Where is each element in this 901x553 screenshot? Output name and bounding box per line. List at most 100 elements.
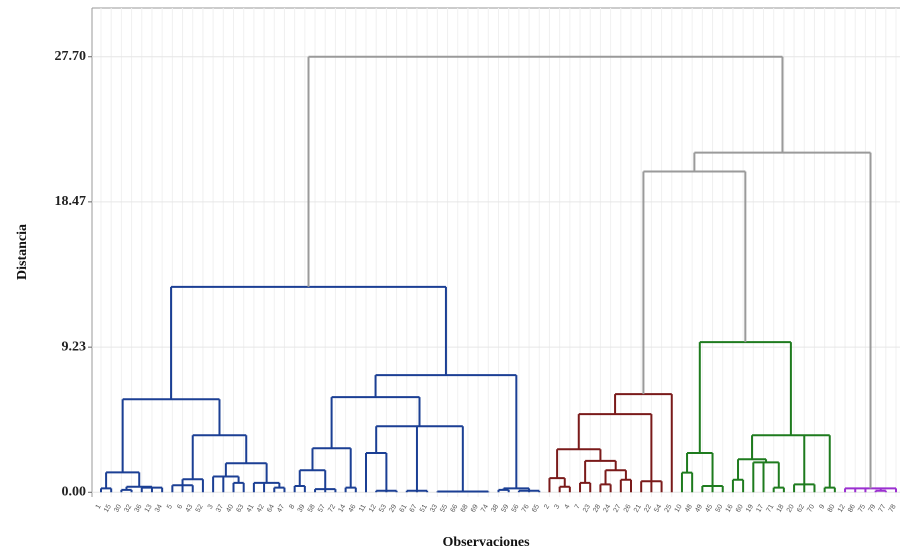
leaf-label: 8	[288, 503, 296, 510]
link	[252, 481, 281, 493]
link	[874, 489, 887, 493]
leaf-label: 69	[470, 503, 480, 513]
leaf-label: 58	[307, 503, 317, 513]
leaf-label: 41	[246, 503, 256, 513]
leaf-label: 26	[623, 503, 633, 513]
link	[693, 151, 872, 489]
leaf-label: 27	[613, 503, 623, 513]
leaf-label: 52	[195, 503, 205, 513]
leaf-label: 34	[154, 503, 164, 513]
leaf-label: 7	[574, 503, 582, 510]
leaf-label: 22	[643, 503, 653, 513]
leaf-label: 47	[276, 503, 286, 513]
link	[375, 489, 398, 493]
leaf-label: 40	[225, 503, 235, 513]
leaf-label: 28	[592, 503, 602, 513]
leaf-label: 13	[144, 503, 154, 513]
link	[517, 489, 541, 493]
leaf-label: 36	[134, 503, 144, 513]
link	[772, 486, 785, 493]
leaf-label: 37	[215, 503, 225, 513]
link	[330, 396, 421, 449]
leaf-label: 86	[847, 503, 857, 513]
leaf-label: 74	[480, 503, 490, 513]
leaf-label: 2	[543, 503, 551, 510]
link	[737, 458, 768, 480]
leaf-label: 39	[297, 503, 307, 513]
link	[232, 481, 245, 493]
leaf-label: 50	[715, 503, 725, 513]
y-axis-title: Distancia	[15, 224, 30, 280]
plot-area	[92, 8, 900, 497]
leaf-label: 70	[806, 503, 816, 513]
link	[307, 55, 784, 287]
leaf-label: 3	[207, 503, 215, 510]
leaf-label: 11	[358, 503, 368, 513]
link	[344, 486, 357, 493]
leaf-label: 79	[867, 503, 877, 513]
leaf-label: 32	[123, 503, 133, 513]
link	[844, 487, 897, 493]
leaf-label: 12	[368, 503, 378, 513]
leaf-label: 5	[166, 503, 174, 510]
leaf-label: 19	[745, 503, 755, 513]
leaf-label: 48	[684, 503, 694, 513]
link	[436, 490, 490, 493]
link	[558, 485, 571, 493]
y-tick-label: 18.47	[55, 194, 87, 209]
leaf-label: 63	[235, 503, 245, 513]
leaf-label: 66	[450, 503, 460, 513]
leaf-label: 62	[796, 503, 806, 513]
link	[793, 483, 816, 493]
y-tick-label: 9.23	[62, 339, 87, 354]
leaf-label: 1	[95, 503, 103, 510]
leaf-label: 3	[553, 503, 561, 510]
y-tick-label: 0.00	[62, 485, 87, 500]
leaf-label: 20	[786, 503, 796, 513]
link	[680, 471, 694, 493]
leaf-label: 60	[735, 503, 745, 513]
leaf-label: 29	[388, 503, 398, 513]
leaf-label: 59	[500, 503, 510, 513]
leaf-label: 43	[185, 503, 195, 513]
leaf-label: 15	[103, 503, 113, 513]
link	[314, 488, 337, 493]
leaf-label: 42	[256, 503, 266, 513]
link	[548, 477, 566, 493]
link	[191, 434, 248, 480]
link	[751, 434, 831, 488]
leaf-label: 4	[564, 503, 572, 510]
leaf-label: 10	[674, 503, 684, 513]
leaf-label: 24	[602, 503, 612, 513]
link	[698, 341, 792, 453]
leaf-label: 56	[511, 503, 521, 513]
leaf-label: 67	[409, 503, 419, 513]
link	[375, 425, 464, 492]
leaf-label: 18	[776, 503, 786, 513]
link	[273, 486, 286, 493]
leaf-label: 14	[337, 503, 347, 513]
leaf-label: 30	[113, 503, 123, 513]
leaf-label: 78	[888, 503, 898, 513]
leaf-label: 38	[490, 503, 500, 513]
leaf-label: 65	[531, 503, 541, 513]
leaf-label: 25	[664, 503, 674, 513]
leaf-label: 76	[521, 503, 531, 513]
y-tick-label: 27.70	[55, 49, 87, 64]
link	[752, 461, 780, 493]
link	[640, 480, 663, 493]
link	[171, 484, 194, 493]
leaf-label: 80	[827, 503, 837, 513]
link	[701, 484, 724, 493]
leaf-label: 21	[633, 503, 643, 513]
leaf-label: 33	[429, 503, 439, 513]
leaf-label: 45	[704, 503, 714, 513]
leaf-label: 68	[460, 503, 470, 513]
leaf-label: 64	[266, 503, 276, 513]
link	[579, 481, 592, 493]
link	[125, 485, 153, 490]
leaf-label: 46	[348, 503, 358, 513]
leaf-label: 61	[399, 503, 409, 513]
leaf-label: 55	[439, 503, 449, 513]
